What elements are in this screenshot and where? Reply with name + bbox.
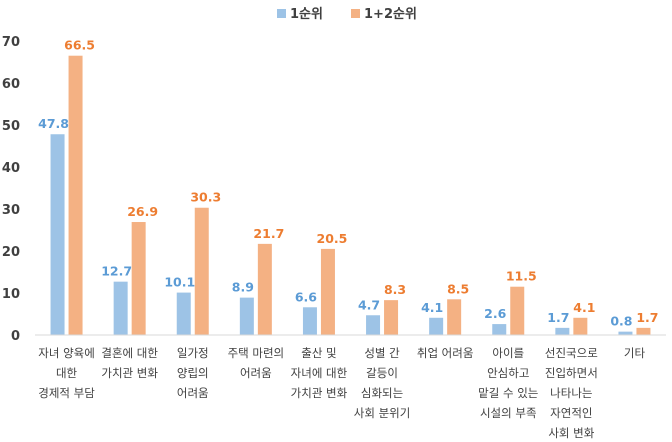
category-label: 결혼에 대한 <box>101 346 158 360</box>
data-label: 4.1 <box>573 300 595 315</box>
data-label: 8.5 <box>447 281 469 296</box>
category-label: 어려움 <box>177 386 209 400</box>
bar-rank1 <box>618 331 633 335</box>
y-tick-label: 70 <box>2 35 20 50</box>
bar-rank1 <box>429 317 444 335</box>
category-label: 선진국으로 <box>545 346 598 360</box>
y-tick-label: 30 <box>2 203 20 218</box>
data-label: 4.7 <box>358 297 380 312</box>
category-label: 자연적인 <box>550 406 592 420</box>
data-label: 66.5 <box>64 38 95 53</box>
bar-rank12 <box>194 207 209 335</box>
bar-rank12 <box>636 327 651 335</box>
category-label: 어려움 <box>240 366 272 380</box>
data-label: 26.9 <box>127 204 158 219</box>
y-tick-label: 60 <box>2 77 20 92</box>
bars <box>50 55 651 335</box>
data-label: 21.7 <box>253 226 284 241</box>
category-label: 취업 어려움 <box>417 346 474 360</box>
bar-rank1 <box>113 281 128 335</box>
legend-label: 1순위 <box>290 7 323 22</box>
data-label: 8.9 <box>232 280 254 295</box>
legend-swatch <box>277 9 286 18</box>
data-label: 0.8 <box>610 314 632 329</box>
y-tick-label: 40 <box>2 161 20 176</box>
category-label: 자녀에 대한 <box>291 366 348 380</box>
bar-rank1 <box>555 327 570 335</box>
category-label: 갈등이 <box>366 366 398 380</box>
legend: 1순위 1+2순위 <box>277 7 417 22</box>
category-label: 성별 간 <box>364 346 400 360</box>
bar-rank12 <box>384 300 399 335</box>
y-tick-label: 10 <box>2 287 20 302</box>
bar-rank1 <box>302 307 317 335</box>
y-tick-label: 20 <box>2 245 20 260</box>
bar-rank12 <box>573 317 588 335</box>
bar-rank12 <box>510 286 525 335</box>
category-label: 심화되는 <box>361 386 403 400</box>
y-axis: 0 10 20 30 40 50 60 70 <box>2 35 20 344</box>
category-label: 가치관 변화 <box>291 386 348 400</box>
bar-rank12 <box>68 55 83 335</box>
bar-rank12 <box>131 222 146 335</box>
y-tick-label: 50 <box>2 119 20 134</box>
category-label: 일가정 <box>177 346 209 360</box>
category-label: 나타나는 <box>550 386 592 400</box>
data-label: 30.3 <box>190 190 221 205</box>
data-label: 6.6 <box>295 289 317 304</box>
category-label: 주택 마련의 <box>228 346 285 360</box>
data-labels: 47.8 66.5 12.7 26.9 10.1 30.3 8.9 21.7 6.6 20.5 4.… <box>38 38 658 329</box>
legend-label: 1+2순위 <box>364 7 417 22</box>
data-label: 10.1 <box>164 275 195 290</box>
category-label: 안심하고 <box>487 366 529 380</box>
bar-rank1 <box>176 292 191 335</box>
category-label: 경제적 부담 <box>38 386 95 400</box>
data-label: 47.8 <box>38 116 69 131</box>
category-label: 출산 및 <box>301 346 336 360</box>
data-label: 12.7 <box>101 264 132 279</box>
category-label: 가치관 변화 <box>101 366 158 380</box>
category-label: 아이를 <box>492 346 524 360</box>
category-label: 기타 <box>624 346 646 360</box>
bar-rank1 <box>492 324 507 335</box>
bar-rank12 <box>447 299 462 335</box>
category-label: 자녀 양육에 <box>38 346 95 360</box>
category-label: 맡길 수 있는 <box>478 386 538 400</box>
bar-rank1 <box>239 297 254 335</box>
bar-rank12 <box>257 243 272 335</box>
category-label: 대한 <box>56 366 78 380</box>
category-label: 양립의 <box>177 366 209 380</box>
data-label: 1.7 <box>636 310 658 325</box>
data-label: 2.6 <box>484 306 506 321</box>
bar-rank12 <box>320 248 335 335</box>
y-tick-label: 0 <box>11 329 20 344</box>
data-label: 1.7 <box>547 310 569 325</box>
category-label: 시설의 부족 <box>480 406 537 420</box>
data-label: 4.1 <box>421 300 443 315</box>
legend-swatch <box>351 9 360 18</box>
category-label: 사회 분위기 <box>354 406 411 420</box>
bar-rank1 <box>366 315 381 335</box>
data-label: 20.5 <box>317 231 348 246</box>
data-label: 11.5 <box>506 269 537 284</box>
data-label: 8.3 <box>384 282 406 297</box>
bar-rank1 <box>50 134 65 335</box>
category-label: 사회 변화 <box>548 426 594 440</box>
category-label: 진입하면서 <box>545 366 598 380</box>
